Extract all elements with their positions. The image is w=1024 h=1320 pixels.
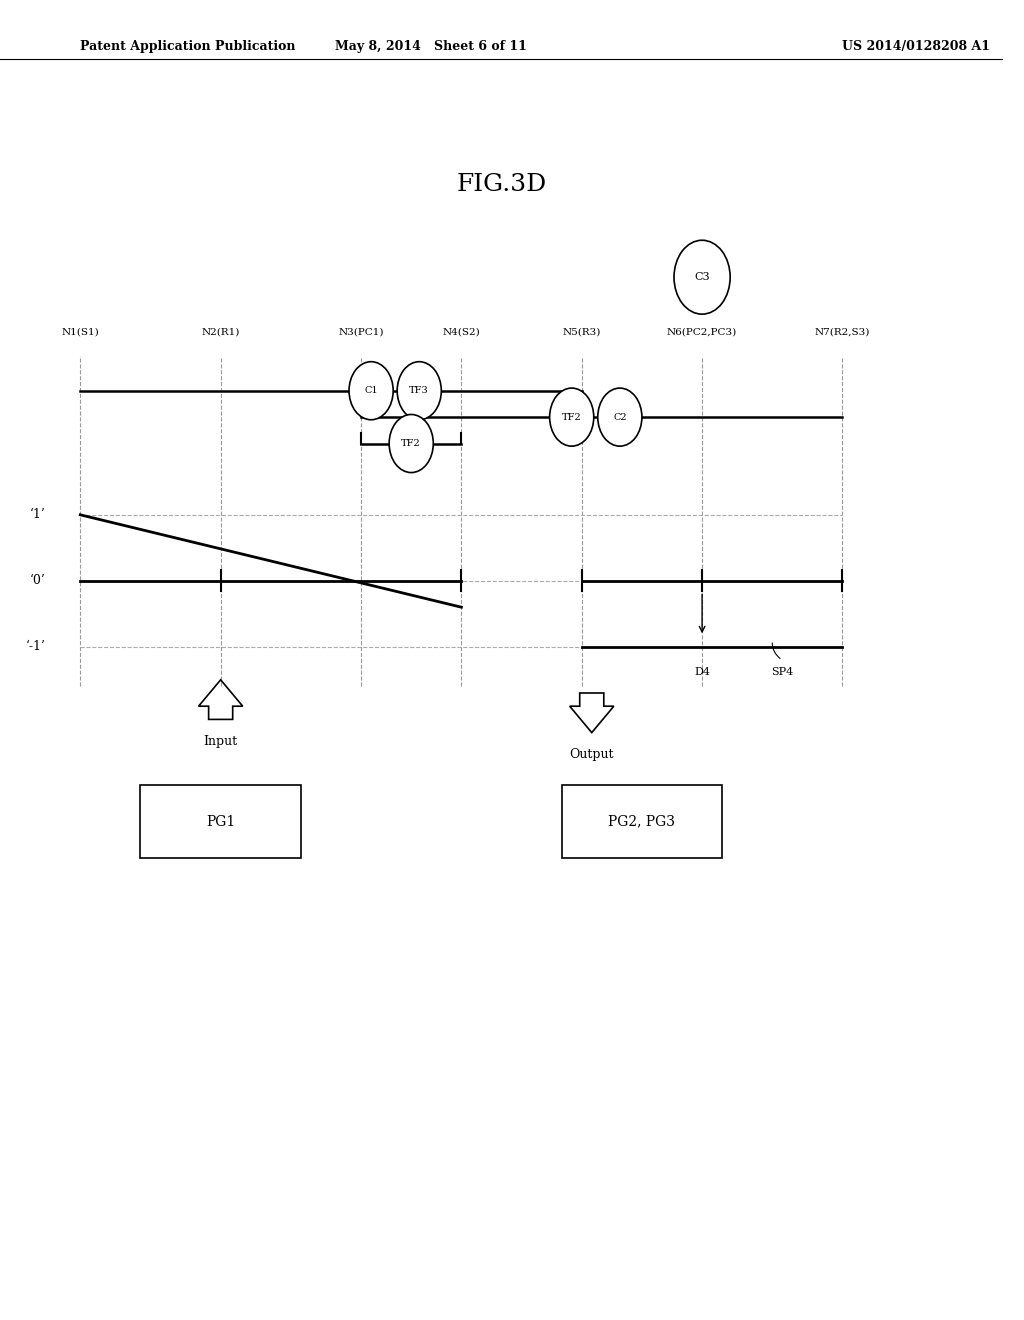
Text: May 8, 2014   Sheet 6 of 11: May 8, 2014 Sheet 6 of 11 bbox=[335, 40, 527, 53]
Text: N2(R1): N2(R1) bbox=[202, 327, 240, 337]
FancyBboxPatch shape bbox=[140, 785, 301, 858]
Text: PG1: PG1 bbox=[206, 814, 236, 829]
Text: PG2, PG3: PG2, PG3 bbox=[608, 814, 676, 829]
Text: N1(S1): N1(S1) bbox=[61, 327, 99, 337]
Text: ‘-1’: ‘-1’ bbox=[26, 640, 45, 653]
Text: D4: D4 bbox=[694, 667, 710, 677]
Circle shape bbox=[349, 362, 393, 420]
Text: TF2: TF2 bbox=[562, 413, 582, 421]
Text: N6(PC2,PC3): N6(PC2,PC3) bbox=[667, 327, 737, 337]
Text: Output: Output bbox=[569, 748, 614, 762]
Text: C2: C2 bbox=[613, 413, 627, 421]
Text: N7(R2,S3): N7(R2,S3) bbox=[815, 327, 870, 337]
Circle shape bbox=[598, 388, 642, 446]
Text: ‘1’: ‘1’ bbox=[30, 508, 45, 521]
Text: Patent Application Publication: Patent Application Publication bbox=[80, 40, 296, 53]
Text: N3(PC1): N3(PC1) bbox=[338, 327, 384, 337]
Text: N5(R3): N5(R3) bbox=[562, 327, 601, 337]
Text: C1: C1 bbox=[365, 387, 378, 395]
FancyBboxPatch shape bbox=[562, 785, 722, 858]
Text: Input: Input bbox=[204, 735, 238, 748]
Text: FIG.3D: FIG.3D bbox=[457, 173, 547, 197]
Text: US 2014/0128208 A1: US 2014/0128208 A1 bbox=[843, 40, 990, 53]
Text: N4(S2): N4(S2) bbox=[442, 327, 480, 337]
Text: C3: C3 bbox=[694, 272, 710, 282]
Circle shape bbox=[397, 362, 441, 420]
Text: TF2: TF2 bbox=[401, 440, 421, 447]
Circle shape bbox=[550, 388, 594, 446]
Circle shape bbox=[389, 414, 433, 473]
Text: SP4: SP4 bbox=[771, 667, 794, 677]
Text: ‘0’: ‘0’ bbox=[30, 574, 45, 587]
Text: TF3: TF3 bbox=[410, 387, 429, 395]
